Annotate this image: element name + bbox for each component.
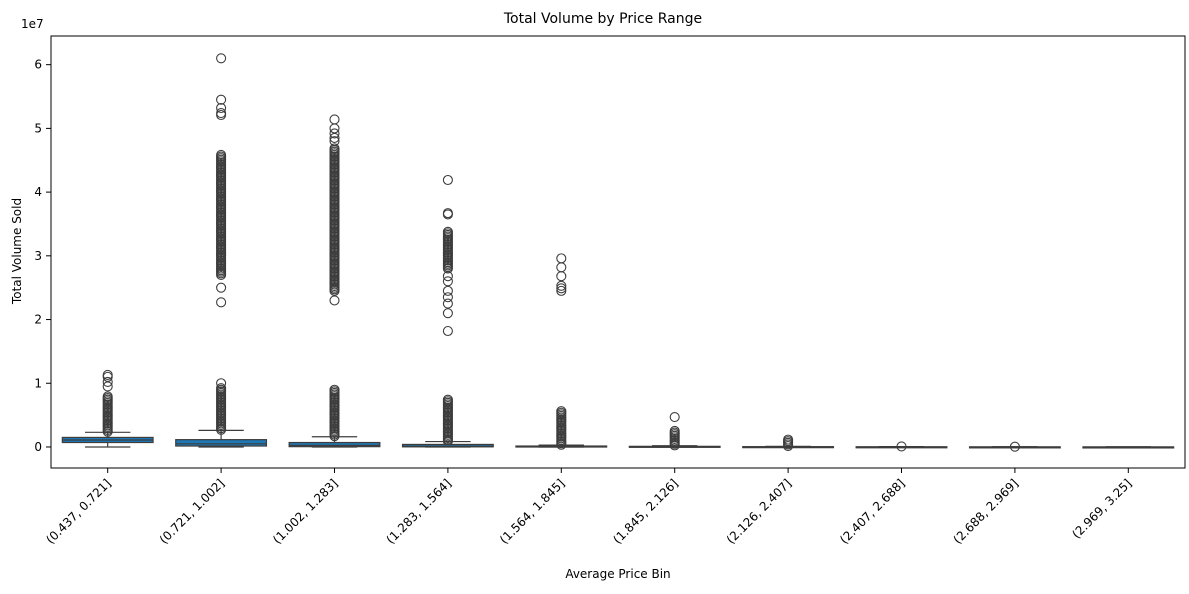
chart-title: Total Volume by Price Range (503, 11, 702, 27)
outlier-point (216, 297, 227, 308)
box-iqr (175, 439, 268, 447)
y-tick-label: 0 (34, 440, 42, 454)
outlier-point (216, 108, 227, 119)
outlier-point (556, 406, 567, 417)
y-offset-label: 1e7 (21, 17, 44, 31)
y-tick-label: 1 (34, 376, 42, 390)
outlier-point (556, 283, 567, 294)
y-tick-label: 5 (34, 121, 42, 135)
outlier-point (442, 208, 453, 219)
outlier-point (442, 298, 453, 309)
outlier-point (329, 136, 340, 147)
outlier-point (442, 285, 453, 296)
axes-frame (50, 35, 1186, 469)
outlier-point (216, 383, 227, 394)
x-axis-label: Average Price Bin (565, 567, 670, 581)
outlier-point (102, 371, 113, 382)
outlier-point (102, 381, 113, 392)
outlier-point (329, 384, 340, 395)
outlier-point (329, 132, 340, 143)
outlier-point (556, 262, 567, 273)
x-tick-label: (1.845, 2.126] (610, 476, 681, 547)
y-tick-label: 4 (34, 185, 42, 199)
outlier-point (783, 434, 794, 445)
outlier-point (442, 394, 453, 405)
outlier-point (216, 94, 227, 105)
outlier-point (442, 271, 453, 282)
outlier-point (442, 174, 453, 186)
outlier-point (216, 149, 227, 160)
x-tick-label: (2.969, 3.25] (1069, 476, 1134, 541)
outlier-point (329, 114, 340, 125)
y-tick-label: 6 (34, 58, 42, 72)
y-tick-label: 3 (34, 249, 42, 263)
x-tick-label: (1.283, 1.564] (384, 476, 455, 547)
outlier-point (556, 280, 567, 291)
outlier-point (556, 285, 567, 296)
outlier-point (442, 226, 453, 237)
outlier-point (442, 308, 453, 319)
x-tick-label: (2.688, 2.969] (951, 476, 1022, 547)
outlier-point (669, 425, 680, 437)
outlier-point (329, 295, 340, 306)
outlier-point (556, 253, 567, 264)
outlier-point (216, 282, 227, 293)
outlier-point (329, 128, 340, 139)
x-tick-label: (0.721, 1.002] (157, 476, 228, 547)
outlier-point (216, 378, 227, 389)
outlier-point (102, 376, 113, 388)
outlier-point (102, 391, 113, 402)
x-tick-label: (2.407, 2.688] (837, 476, 908, 547)
x-tick-label: (1.002, 1.283] (270, 476, 341, 547)
y-tick-label: 2 (34, 313, 42, 327)
y-axis-label: Total Volume Sold (10, 198, 24, 305)
outlier-point (102, 369, 113, 381)
x-tick-label: (2.126, 2.407] (724, 476, 795, 547)
outlier-point (556, 271, 567, 282)
x-tick-label: (0.437, 0.721] (43, 476, 114, 547)
outlier-point (669, 411, 680, 423)
outlier-point (442, 292, 453, 303)
outlier-point (216, 53, 227, 64)
outlier-point (329, 143, 340, 154)
box-iqr (288, 441, 381, 448)
outlier-point (442, 325, 453, 337)
outlier-point (329, 123, 340, 134)
outlier-point (216, 102, 227, 114)
plot-area: 0 1 2 3 4 5 6 (0.437, 0.721] (0.721, 1.002] (1.00… (34, 53, 1175, 547)
outlier-point (442, 276, 453, 287)
x-tick-label: (1.564, 1.845] (497, 476, 568, 547)
